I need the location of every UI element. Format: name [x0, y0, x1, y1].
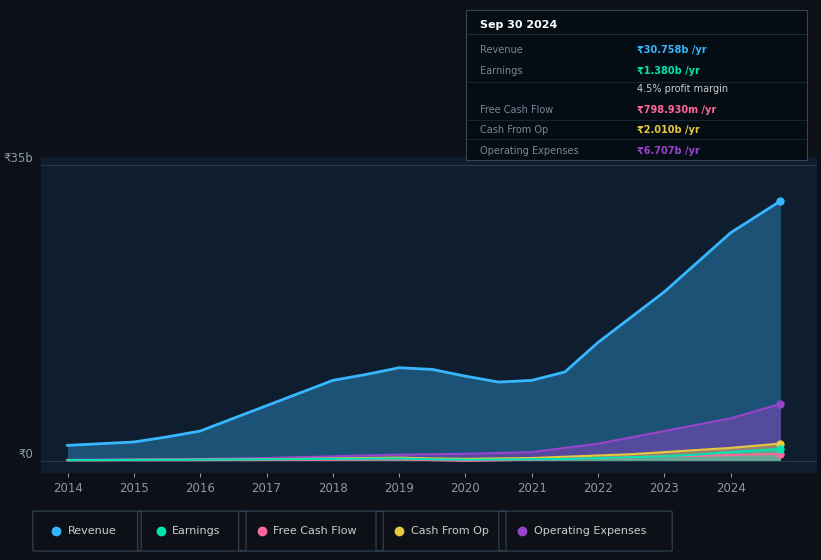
Text: Operating Expenses: Operating Expenses	[480, 146, 579, 156]
Text: ₹35b: ₹35b	[3, 152, 34, 165]
Point	[774, 445, 787, 454]
Text: Cash From Op: Cash From Op	[480, 124, 548, 134]
Text: Free Cash Flow: Free Cash Flow	[273, 526, 357, 535]
Text: ₹6.707b /yr: ₹6.707b /yr	[637, 146, 699, 156]
Text: Operating Expenses: Operating Expenses	[534, 526, 646, 535]
Text: Sep 30 2024: Sep 30 2024	[480, 20, 557, 30]
Point	[774, 399, 787, 408]
Text: Free Cash Flow: Free Cash Flow	[480, 105, 553, 115]
Text: ₹30.758b /yr: ₹30.758b /yr	[637, 45, 706, 55]
Text: Earnings: Earnings	[480, 66, 522, 76]
Text: ₹0: ₹0	[18, 447, 34, 460]
Point	[774, 197, 787, 206]
Text: Revenue: Revenue	[67, 526, 117, 535]
Text: ₹2.010b /yr: ₹2.010b /yr	[637, 124, 699, 134]
Point	[774, 449, 787, 458]
Text: Revenue: Revenue	[480, 45, 523, 55]
Text: ₹1.380b /yr: ₹1.380b /yr	[637, 66, 699, 76]
Text: 4.5% profit margin: 4.5% profit margin	[637, 84, 727, 94]
Point	[774, 439, 787, 448]
Text: ₹798.930m /yr: ₹798.930m /yr	[637, 105, 716, 115]
Text: Cash From Op: Cash From Op	[410, 526, 488, 535]
Text: Earnings: Earnings	[172, 526, 221, 535]
